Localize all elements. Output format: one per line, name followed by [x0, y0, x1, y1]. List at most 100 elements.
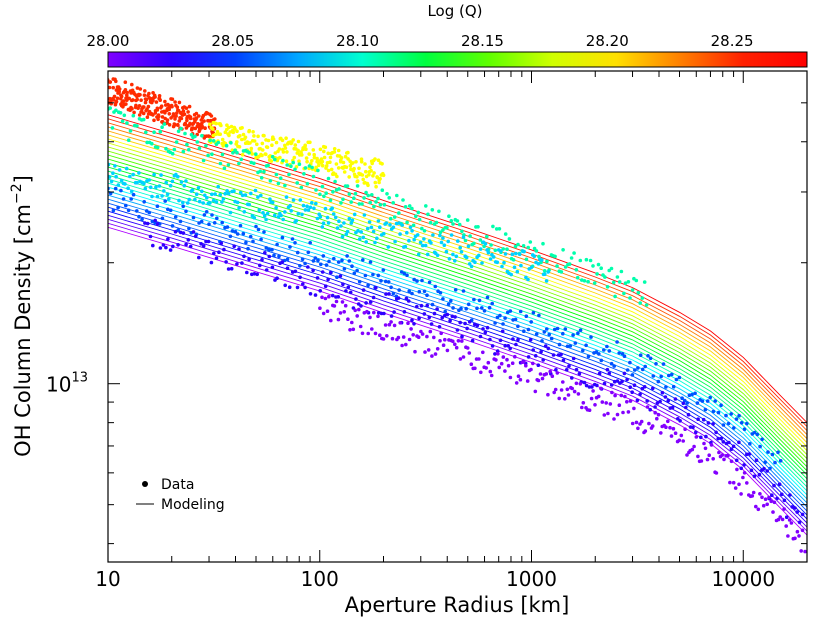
data-point: [248, 141, 252, 145]
data-point: [273, 157, 277, 162]
data-point: [327, 259, 331, 264]
data-point: [700, 399, 705, 403]
data-point: [581, 348, 585, 353]
data-point: [621, 410, 625, 415]
data-point: [119, 94, 124, 99]
data-point: [342, 267, 347, 271]
data-point: [752, 474, 757, 479]
data-point: [758, 444, 762, 449]
data-point: [111, 208, 116, 213]
data-point: [760, 437, 764, 442]
data-point: [287, 285, 292, 290]
data-point: [466, 302, 471, 307]
data-point: [766, 450, 770, 454]
data-point: [508, 375, 513, 380]
data-point: [536, 363, 541, 368]
data-point: [800, 528, 805, 533]
data-point: [735, 467, 739, 472]
data-point: [350, 218, 355, 222]
data-point: [332, 256, 336, 261]
data-point: [563, 265, 568, 269]
data-point: [298, 264, 302, 268]
data-point: [412, 277, 417, 282]
data-point: [209, 114, 214, 118]
data-point: [674, 377, 679, 382]
data-point: [284, 159, 289, 163]
data-point: [348, 290, 353, 295]
data-point: [229, 141, 233, 145]
data-point: [338, 274, 343, 278]
data-point: [406, 299, 411, 303]
data-point: [254, 152, 258, 156]
data-point: [528, 337, 533, 342]
data-point: [121, 197, 126, 201]
data-point: [177, 100, 182, 105]
data-point: [186, 110, 190, 114]
data-point: [458, 320, 463, 325]
data-point: [129, 197, 133, 201]
data-point: [494, 358, 498, 362]
data-point: [513, 317, 518, 322]
data-point: [367, 220, 372, 224]
data-point: [456, 339, 461, 343]
data-point: [628, 385, 632, 390]
data-point: [664, 385, 668, 389]
data-point: [221, 197, 226, 201]
data-point: [607, 371, 612, 376]
data-point: [185, 142, 189, 147]
data-point: [308, 241, 313, 245]
data-point: [787, 518, 792, 522]
data-point: [281, 150, 286, 154]
data-point: [189, 132, 194, 137]
data-point: [468, 234, 472, 238]
data-point: [214, 121, 218, 126]
data-point: [446, 239, 451, 244]
data-point: [160, 194, 164, 198]
data-point: [536, 262, 541, 266]
data-point: [553, 387, 558, 392]
data-point: [502, 260, 506, 265]
data-point: [201, 158, 206, 163]
data-point: [694, 435, 699, 439]
data-point: [615, 379, 620, 383]
data-point: [690, 447, 695, 452]
data-point: [216, 184, 220, 189]
data-point: [284, 136, 288, 140]
data-point: [116, 205, 120, 210]
data-point: [705, 457, 710, 462]
data-point: [203, 193, 207, 198]
data-point: [512, 265, 517, 270]
data-point: [625, 377, 629, 382]
data-point: [726, 421, 731, 426]
data-point: [389, 285, 393, 290]
data-point: [183, 121, 188, 126]
data-point: [354, 297, 358, 301]
data-point: [160, 216, 165, 221]
data-point: [597, 352, 601, 356]
data-point: [375, 175, 380, 180]
data-point: [582, 380, 587, 385]
data-point: [786, 534, 790, 538]
data-point: [613, 294, 617, 299]
data-point: [704, 434, 708, 439]
data-point: [110, 126, 115, 130]
data-point: [403, 244, 408, 249]
data-point: [278, 176, 283, 180]
data-point: [648, 407, 652, 412]
data-point: [172, 147, 177, 152]
data-point: [493, 321, 497, 325]
data-point: [461, 289, 466, 293]
data-point: [264, 246, 269, 250]
data-point: [563, 327, 568, 331]
data-point: [381, 268, 386, 272]
data-point: [485, 234, 489, 239]
data-point: [347, 216, 352, 221]
data-point: [534, 332, 539, 336]
data-point: [324, 263, 329, 267]
data-point: [295, 151, 300, 155]
data-point: [419, 303, 424, 308]
data-point: [312, 155, 317, 160]
data-point: [170, 104, 174, 109]
model-curve: [108, 138, 807, 448]
legend-data-marker: [142, 481, 148, 487]
